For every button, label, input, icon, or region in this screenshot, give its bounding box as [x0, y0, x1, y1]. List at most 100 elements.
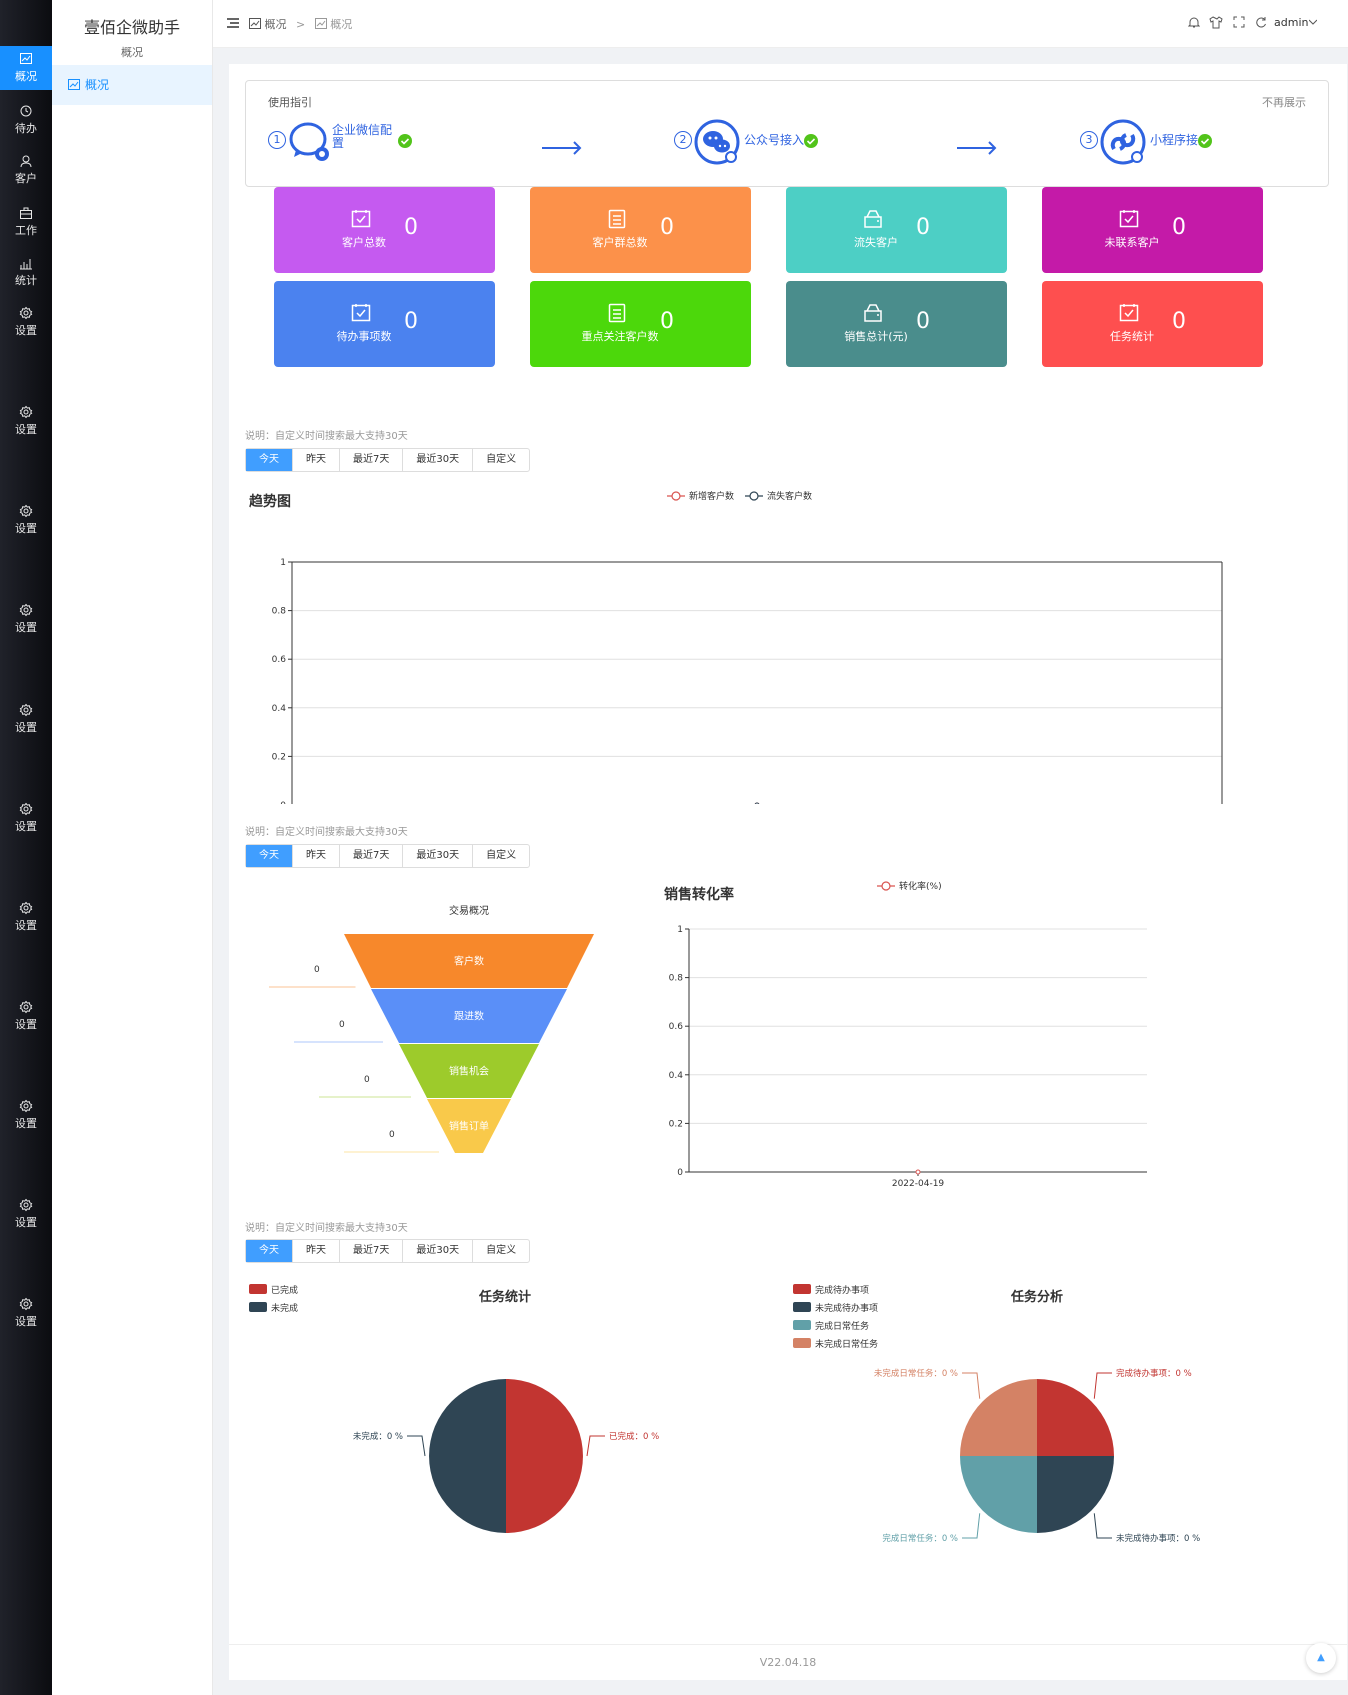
date-filter-option[interactable]: 今天: [246, 449, 293, 471]
date-filter: 今天 昨天 最近7天 最近30天 自定义: [245, 1239, 531, 1263]
rail-item[interactable]: 设置: [0, 300, 52, 344]
guide-step[interactable]: 1 企业微信配置: [268, 119, 528, 167]
subnav-item-overview[interactable]: 概况: [52, 65, 212, 105]
back-to-top-button[interactable]: ▲: [1306, 1643, 1336, 1673]
secondary-sidebar: 壹佰企微助手 概况 概况: [52, 0, 213, 1695]
check-circle-icon: [804, 134, 818, 148]
date-filter-option[interactable]: 今天: [246, 1240, 293, 1262]
stat-label: 客户群总数: [592, 236, 648, 249]
step-icon-wrap: [288, 119, 334, 167]
rail-item[interactable]: 统计: [0, 250, 52, 294]
rail-item[interactable]: 概况: [0, 46, 52, 90]
check-circle-icon: [398, 134, 412, 148]
x-tick-label: 2022-04-19: [892, 1179, 945, 1189]
date-filter-option[interactable]: 自定义: [486, 454, 517, 465]
pie-leader-line: [1093, 1372, 1112, 1399]
gear-icon: [19, 1297, 33, 1311]
stat-value: 0: [1172, 215, 1186, 240]
legend-label: 完成日常任务: [815, 1320, 869, 1332]
y-tick-label: 0: [677, 1168, 683, 1178]
date-filter-option[interactable]: 昨天: [293, 449, 340, 471]
guide-step[interactable]: 2 公众号接入: [674, 119, 934, 167]
stat-card[interactable]: 客户群总数 0: [530, 187, 751, 273]
stats-icon: [20, 259, 32, 270]
date-filter-option[interactable]: 最近7天: [340, 449, 404, 471]
pie-slice-label: 已完成：0 %: [609, 1431, 659, 1442]
gear-icon: [19, 901, 33, 915]
step-icon-wrap: [1100, 119, 1146, 169]
pie-slice-label: 未完成日常任务：0 %: [874, 1368, 958, 1379]
funnel-stage-label: 销售机会: [449, 1065, 489, 1078]
breadcrumb-item[interactable]: 概况: [264, 18, 287, 31]
rail-item[interactable]: 客户: [0, 148, 52, 192]
rail-item[interactable]: 设置: [0, 1291, 52, 1335]
bell-icon[interactable]: [1188, 16, 1200, 29]
check-circle-icon: [1198, 134, 1212, 148]
y-tick-label: 1: [677, 925, 683, 935]
rail-item[interactable]: 设置: [0, 1093, 52, 1137]
menu-toggle-icon[interactable]: [227, 18, 239, 28]
stat-icon: [1119, 304, 1139, 322]
legend-label: 未完成日常任务: [815, 1338, 878, 1350]
dashboard-panel: 使用指引 不再展示 1 企业微信配置 2 公众号接入 3 小程序接入 客户总数 0 客户群总数…: [229, 64, 1347, 1679]
pie-title: 任务统计: [478, 1289, 531, 1305]
stat-card[interactable]: 未联系客户 0: [1042, 187, 1263, 273]
date-filter-option[interactable]: 最近7天: [340, 845, 404, 867]
stat-card[interactable]: 待办事项数 0: [274, 281, 495, 367]
date-filter-option[interactable]: 昨天: [293, 1240, 340, 1262]
date-filter: 今天 昨天 最近7天 最近30天 自定义: [245, 844, 531, 868]
shirt-icon[interactable]: [1209, 16, 1223, 29]
breadcrumb-current: 概况: [330, 18, 353, 31]
stat-label: 客户总数: [342, 236, 386, 249]
pie-slice: [960, 1456, 1037, 1533]
date-filter-option[interactable]: 昨天: [293, 845, 340, 867]
date-filter-option[interactable]: 最近30天: [403, 449, 474, 471]
guide-step[interactable]: 3 小程序接入: [1080, 119, 1340, 167]
fullscreen-icon[interactable]: [1233, 16, 1245, 28]
stat-card[interactable]: 客户总数 0: [274, 187, 495, 273]
rail-item[interactable]: 设置: [0, 895, 52, 939]
stat-icon: [864, 210, 882, 228]
stat-card[interactable]: 销售总计(元) 0: [786, 281, 1007, 367]
rail-item[interactable]: 设置: [0, 1192, 52, 1236]
legend-swatch: [793, 1320, 811, 1330]
mini-program-icon: [1100, 119, 1146, 165]
rail-item[interactable]: 设置: [0, 498, 52, 542]
legend-label: 新增客户数: [689, 490, 734, 502]
date-filter-option[interactable]: 今天: [246, 845, 293, 867]
rail-item[interactable]: 工作: [0, 200, 52, 244]
user-name[interactable]: admin: [1274, 16, 1309, 29]
stat-card[interactable]: 重点关注客户数 0: [530, 281, 751, 367]
refresh-icon[interactable]: [1255, 16, 1267, 28]
stat-card[interactable]: 流失客户 0: [786, 187, 1007, 273]
stat-icon: [608, 303, 626, 323]
y-tick-label: 1: [280, 558, 286, 568]
rail-item[interactable]: 设置: [0, 597, 52, 641]
stat-card[interactable]: 任务统计 0: [1042, 281, 1263, 367]
guide-dismiss-link[interactable]: 不再展示: [1262, 96, 1306, 109]
date-filter: 今天 昨天 最近7天 最近30天 自定义: [245, 448, 531, 472]
pie-slice-label: 完成日常任务：0 %: [882, 1533, 958, 1544]
breadcrumb-separator: >: [296, 18, 306, 31]
wecom-config-icon: [289, 122, 329, 161]
chevron-down-icon[interactable]: [1309, 19, 1317, 25]
briefcase-icon: [20, 207, 32, 219]
date-filter-option[interactable]: 最近7天: [340, 1240, 404, 1262]
date-filter-option[interactable]: 最近30天: [403, 1240, 474, 1262]
rail-item[interactable]: 设置: [0, 697, 52, 741]
user-icon: [20, 155, 32, 168]
date-filter-option[interactable]: 自定义: [486, 850, 517, 861]
funnel-stage-value: 0: [339, 1020, 345, 1030]
pie-leader-line: [962, 1513, 981, 1539]
rail-item[interactable]: 设置: [0, 994, 52, 1038]
rail-item[interactable]: 设置: [0, 796, 52, 840]
rail-item[interactable]: 待办: [0, 98, 52, 142]
chart-icon: [20, 53, 32, 64]
date-filter-option[interactable]: 自定义: [486, 1245, 517, 1256]
rail-item-label: 设置: [15, 820, 37, 833]
rail-item[interactable]: 设置: [0, 399, 52, 443]
stat-value: 0: [404, 215, 418, 240]
date-filter-option[interactable]: 最近30天: [403, 845, 474, 867]
conversion-chart: 转化率(%) 0 0.2 0.4 0.6 0.8 1 2022-04-19: [669, 880, 1147, 1189]
